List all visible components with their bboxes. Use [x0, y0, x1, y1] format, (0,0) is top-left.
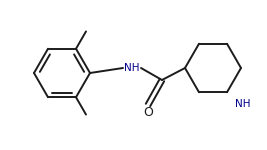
Text: NH: NH — [124, 63, 140, 73]
Text: O: O — [143, 106, 153, 120]
Text: NH: NH — [235, 99, 251, 109]
